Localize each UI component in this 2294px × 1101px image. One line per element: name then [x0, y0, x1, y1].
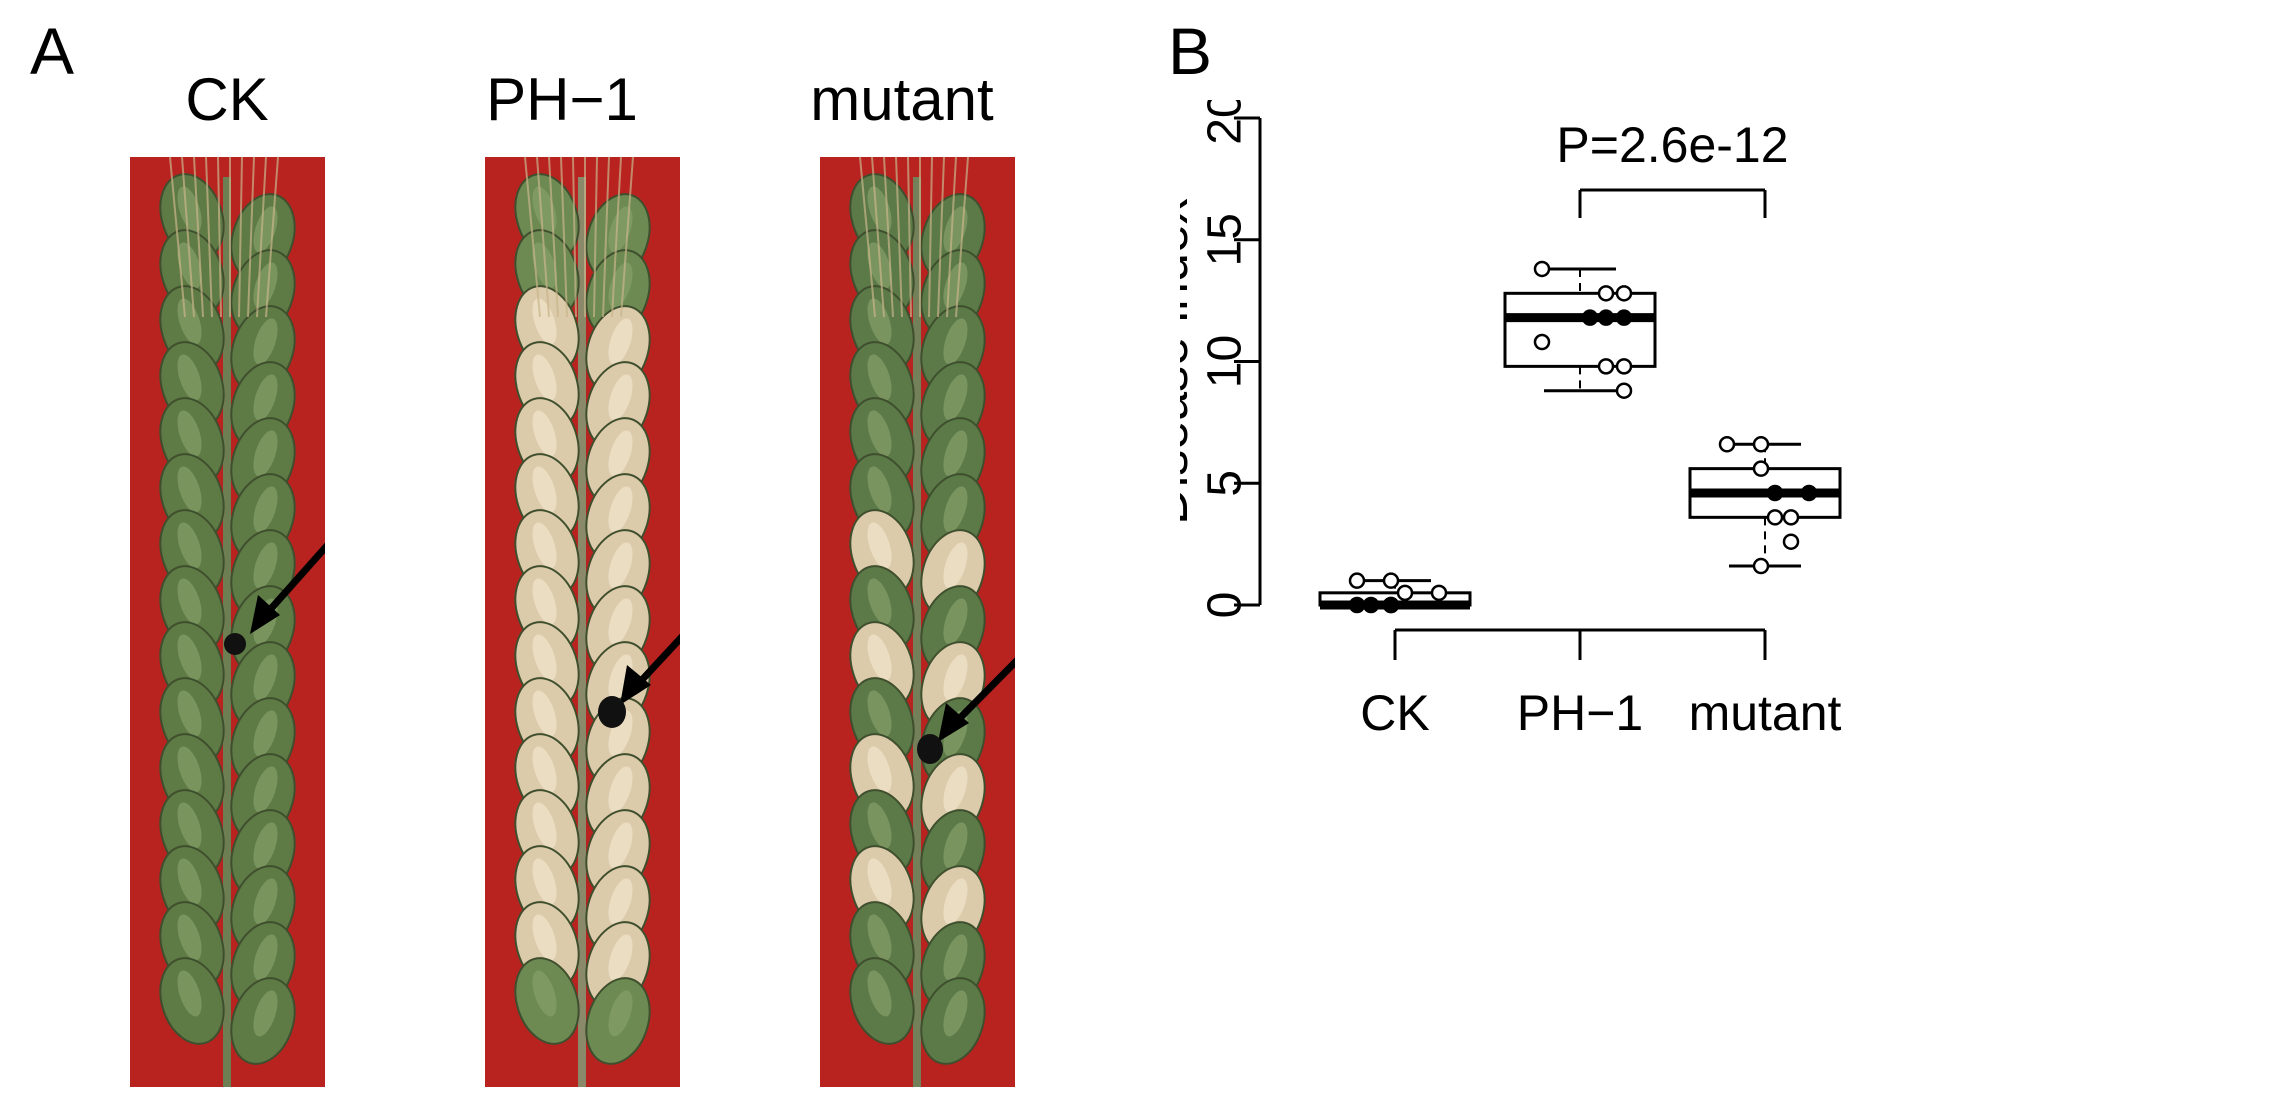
y-axis-label: Disease index — [1180, 198, 1199, 525]
point-0-3 — [1430, 584, 1448, 602]
point-2-2 — [1752, 460, 1770, 477]
spike-photo-mutant — [820, 157, 1015, 1087]
point-1-1 — [1597, 285, 1615, 302]
point-1-0 — [1533, 260, 1551, 278]
point-1-6 — [1533, 333, 1551, 351]
box-rect-1 — [1503, 291, 1657, 368]
disease-index-boxplot: 0 5 10 15 20 Disease index CK PH−1 mutant P=2.6e-… — [1180, 100, 1842, 741]
photo-label-mutant: mutant — [810, 66, 994, 133]
point-0-2 — [1362, 596, 1380, 614]
point-1-9 — [1615, 382, 1633, 399]
point-2-4 — [1766, 484, 1784, 502]
spike-photo-ck — [130, 157, 325, 1087]
point-1-3 — [1615, 309, 1633, 326]
point-1-4 — [1581, 309, 1599, 326]
box-0 — [1318, 572, 1472, 614]
x-tick-label-0: CK — [1360, 685, 1429, 741]
point-2-7 — [1782, 533, 1800, 550]
y-tick-label-5: 5 — [1199, 470, 1252, 497]
y-tick-label-15: 15 — [1199, 213, 1252, 266]
point-2-1 — [1752, 436, 1770, 453]
point-0-7 — [1382, 572, 1400, 589]
point-1-7 — [1597, 358, 1615, 375]
y-tick-label-20: 20 — [1199, 100, 1252, 145]
panel-b-label: B — [1168, 14, 1213, 88]
point-1-8 — [1615, 358, 1633, 375]
x-tick-label-1: PH−1 — [1517, 685, 1643, 741]
panel-a-label: A — [30, 14, 75, 88]
point-0-5 — [1382, 596, 1400, 614]
y-tick-label-0: 0 — [1199, 592, 1252, 619]
box-2 — [1688, 436, 1842, 575]
point-1-2 — [1615, 285, 1633, 302]
spike-photo-ph1 — [485, 157, 680, 1087]
point-2-3 — [1800, 484, 1818, 502]
point-2-8 — [1752, 557, 1770, 575]
photo-label-ck: CK — [185, 66, 269, 133]
box-1 — [1503, 260, 1657, 399]
point-0-0 — [1348, 596, 1366, 614]
point-0-6 — [1348, 572, 1366, 589]
point-2-6 — [1782, 509, 1800, 526]
point-2-5 — [1766, 509, 1784, 526]
point-1-5 — [1597, 309, 1615, 326]
point-2-0 — [1718, 436, 1736, 453]
point-0-4 — [1396, 584, 1414, 602]
y-tick-label-10: 10 — [1199, 335, 1252, 388]
x-tick-label-2: mutant — [1689, 685, 1842, 741]
significance-label: P=2.6e-12 — [1556, 117, 1788, 173]
photo-label-ph1: PH−1 — [486, 66, 638, 133]
